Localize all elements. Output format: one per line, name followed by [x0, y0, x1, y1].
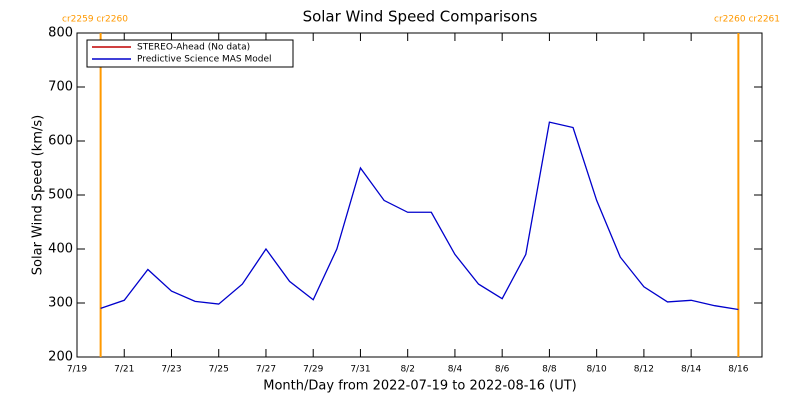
y-tick-label: 400 — [48, 242, 73, 257]
x-tick-label: 7/21 — [114, 365, 134, 375]
x-tick-label: 7/25 — [209, 365, 229, 375]
x-tick-label: 7/29 — [303, 365, 323, 375]
x-tick-label: 8/14 — [681, 365, 701, 375]
x-axis-label: Month/Day from 2022-07-19 to 2022-08-16 … — [263, 379, 576, 394]
x-tick-label: 8/16 — [728, 365, 748, 375]
y-tick-label: 200 — [48, 350, 73, 365]
x-tick-label: 8/8 — [542, 365, 557, 375]
chart-title: Solar Wind Speed Comparisons — [303, 8, 538, 26]
x-tick-label: 8/4 — [448, 365, 463, 375]
annotation: cr2260 cr2261 — [714, 15, 780, 25]
x-tick-label: 7/31 — [350, 365, 370, 375]
x-tick-label: 8/2 — [400, 365, 414, 375]
y-axis-label: Solar Wind Speed (km/s) — [31, 115, 46, 275]
y-tick-label: 600 — [48, 134, 73, 149]
x-tick-label: 7/19 — [67, 365, 87, 375]
legend-label: STEREO-Ahead (No data) — [137, 43, 250, 53]
y-tick-label: 500 — [48, 188, 73, 203]
series-line — [100, 121, 739, 311]
y-tick-label: 300 — [48, 296, 73, 311]
x-tick-label: 7/23 — [161, 365, 181, 375]
y-tick-label: 800 — [48, 26, 73, 41]
legend-label: Predictive Science MAS Model — [137, 55, 272, 65]
legend-box — [86, 39, 294, 68]
x-tick-label: 7/27 — [256, 365, 276, 375]
x-tick-label: 8/10 — [587, 365, 607, 375]
annotation: cr2259 cr2260 — [62, 15, 128, 25]
y-tick-label: 700 — [48, 80, 73, 95]
x-tick-label: 8/12 — [634, 365, 654, 375]
x-tick-label: 8/6 — [495, 365, 510, 375]
